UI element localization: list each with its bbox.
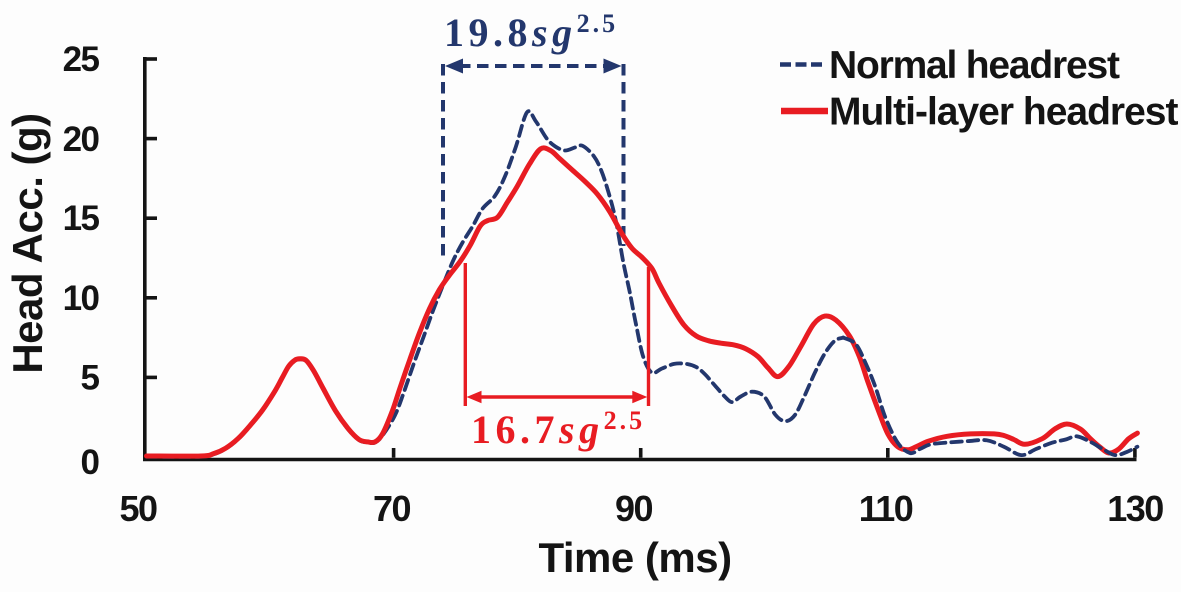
svg-text:130: 130 [1107, 488, 1163, 529]
svg-text:Multi-layer headrest: Multi-layer headrest [829, 91, 1178, 134]
svg-text:0: 0 [81, 443, 100, 482]
svg-text:70: 70 [373, 488, 411, 529]
svg-text:Time (ms): Time (ms) [538, 534, 731, 581]
svg-text:20: 20 [63, 120, 100, 159]
svg-text:25: 25 [63, 40, 100, 79]
svg-text:16.7sg2.5: 16.7sg2.5 [471, 406, 645, 452]
svg-text:19.8sg2.5: 19.8sg2.5 [444, 9, 618, 55]
svg-text:10: 10 [63, 279, 100, 318]
svg-text:5: 5 [81, 359, 100, 398]
svg-text:Normal headrest: Normal headrest [829, 44, 1120, 87]
svg-text:110: 110 [859, 488, 913, 529]
svg-text:90: 90 [615, 488, 653, 529]
svg-text:15: 15 [63, 199, 100, 238]
svg-text:50: 50 [119, 488, 157, 529]
svg-text:Head Acc. (g): Head Acc. (g) [4, 113, 51, 373]
